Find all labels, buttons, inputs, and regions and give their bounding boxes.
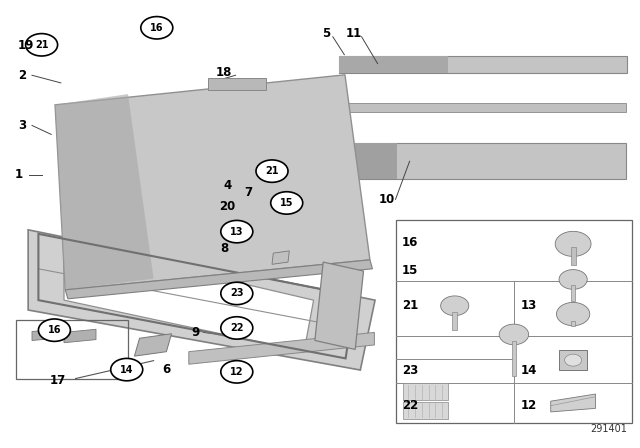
Polygon shape: [28, 230, 375, 370]
FancyBboxPatch shape: [452, 312, 457, 330]
Text: 21: 21: [265, 166, 279, 176]
Text: 13: 13: [520, 299, 536, 312]
FancyBboxPatch shape: [571, 247, 576, 265]
Text: 11: 11: [346, 27, 362, 40]
Circle shape: [557, 302, 590, 326]
Polygon shape: [32, 329, 58, 340]
Polygon shape: [320, 103, 626, 112]
Text: 15: 15: [280, 198, 294, 208]
FancyBboxPatch shape: [403, 401, 447, 418]
Text: 23: 23: [402, 364, 418, 377]
Text: 14: 14: [120, 365, 134, 375]
Text: 21: 21: [402, 299, 418, 312]
Polygon shape: [315, 262, 364, 349]
Circle shape: [221, 220, 253, 243]
FancyBboxPatch shape: [571, 285, 575, 301]
Polygon shape: [134, 334, 172, 356]
FancyBboxPatch shape: [403, 383, 447, 400]
Text: 13: 13: [230, 227, 244, 237]
Circle shape: [559, 270, 588, 289]
Text: 23: 23: [230, 289, 244, 298]
Text: 291401: 291401: [590, 424, 627, 434]
Text: 2: 2: [19, 69, 26, 82]
Circle shape: [38, 319, 70, 341]
Polygon shape: [189, 332, 374, 364]
Text: 16: 16: [402, 236, 419, 249]
Text: 21: 21: [35, 40, 49, 50]
Polygon shape: [272, 251, 289, 264]
Polygon shape: [339, 56, 627, 73]
Text: 22: 22: [230, 323, 244, 333]
Text: 22: 22: [402, 399, 418, 412]
Text: 8: 8: [220, 242, 228, 255]
Polygon shape: [550, 394, 595, 412]
Text: 15: 15: [402, 264, 419, 277]
Text: 4: 4: [223, 178, 231, 192]
Text: 16: 16: [47, 325, 61, 335]
Circle shape: [441, 296, 468, 315]
Text: 19: 19: [17, 39, 34, 52]
Text: 18: 18: [216, 66, 232, 79]
Circle shape: [221, 317, 253, 339]
Text: 5: 5: [323, 27, 330, 40]
FancyBboxPatch shape: [559, 350, 588, 370]
Circle shape: [141, 17, 173, 39]
Polygon shape: [64, 242, 314, 352]
Circle shape: [564, 354, 582, 366]
Circle shape: [556, 231, 591, 256]
Text: 14: 14: [520, 364, 537, 377]
Text: 12: 12: [230, 367, 244, 377]
Circle shape: [271, 192, 303, 214]
Circle shape: [111, 358, 143, 381]
Text: 1: 1: [15, 168, 23, 181]
Polygon shape: [55, 75, 370, 290]
Polygon shape: [65, 260, 372, 299]
Polygon shape: [320, 143, 397, 179]
Text: 12: 12: [520, 399, 536, 412]
Text: 6: 6: [163, 363, 170, 376]
Circle shape: [499, 324, 529, 345]
Circle shape: [221, 361, 253, 383]
Circle shape: [26, 34, 58, 56]
Text: 17: 17: [49, 374, 66, 388]
Text: 20: 20: [219, 199, 236, 213]
Polygon shape: [64, 329, 96, 343]
Polygon shape: [320, 143, 626, 179]
Text: 10: 10: [379, 193, 396, 206]
Circle shape: [256, 160, 288, 182]
Polygon shape: [55, 94, 154, 290]
Circle shape: [221, 282, 253, 305]
Polygon shape: [208, 78, 266, 90]
FancyBboxPatch shape: [571, 321, 575, 326]
FancyBboxPatch shape: [512, 340, 516, 376]
Text: 3: 3: [19, 119, 26, 132]
Text: 16: 16: [150, 23, 164, 33]
Polygon shape: [339, 56, 448, 73]
Text: 9: 9: [191, 326, 199, 339]
Text: 7: 7: [244, 186, 252, 199]
